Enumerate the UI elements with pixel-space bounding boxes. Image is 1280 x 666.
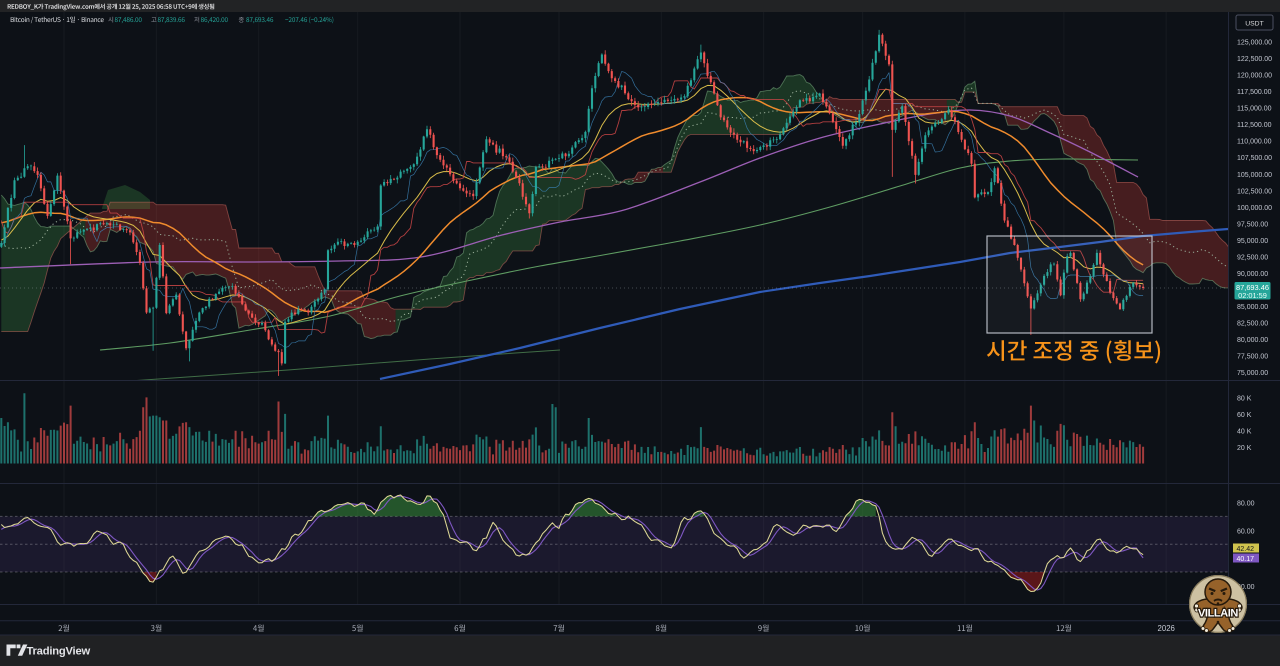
svg-text:102,500.00: 102,500.00 [1237,188,1272,195]
svg-text:122,500.00: 122,500.00 [1237,56,1272,63]
svg-text:112,500.00: 112,500.00 [1237,122,1272,129]
svg-text:87,693.46: 87,693.46 [1236,283,1269,292]
svg-text:107,500.00: 107,500.00 [1237,155,1272,162]
svg-text:20.00: 20.00 [1237,584,1255,591]
svg-text:125,000.00: 125,000.00 [1237,40,1272,47]
svg-text:80 K: 80 K [1237,396,1252,403]
svg-text:02:01:59: 02:01:59 [1238,291,1267,300]
svg-text:92,500.00: 92,500.00 [1237,254,1268,261]
svg-text:40.17: 40.17 [1237,556,1255,563]
svg-text:75,000.00: 75,000.00 [1237,370,1268,377]
svg-text:80.00: 80.00 [1237,501,1255,508]
svg-text:110,000.00: 110,000.00 [1237,139,1272,146]
svg-text:TradingView: TradingView [27,646,91,658]
svg-text:80,000.00: 80,000.00 [1237,337,1268,344]
svg-text:100,000.00: 100,000.00 [1237,205,1272,212]
svg-text:105,000.00: 105,000.00 [1237,172,1272,179]
svg-text:20 K: 20 K [1237,445,1252,452]
svg-text:120,000.00: 120,000.00 [1237,73,1272,80]
svg-text:USDT: USDT [1245,20,1264,27]
svg-text:97,500.00: 97,500.00 [1237,221,1268,228]
svg-text:95,000.00: 95,000.00 [1237,238,1268,245]
svg-text:40 K: 40 K [1237,429,1252,436]
svg-text:42.42: 42.42 [1237,546,1255,553]
svg-text:77,500.00: 77,500.00 [1237,354,1268,361]
svg-text:2026: 2026 [1158,624,1175,633]
svg-text:85,000.00: 85,000.00 [1237,304,1268,311]
svg-text:90,000.00: 90,000.00 [1237,271,1268,278]
svg-text:60 K: 60 K [1237,412,1252,419]
svg-text:VILLAIN: VILLAIN [1198,608,1238,620]
svg-text:82,500.00: 82,500.00 [1237,321,1268,328]
svg-text:60.00: 60.00 [1237,529,1255,536]
svg-text:115,000.00: 115,000.00 [1237,106,1272,113]
svg-text:117,500.00: 117,500.00 [1237,89,1272,96]
